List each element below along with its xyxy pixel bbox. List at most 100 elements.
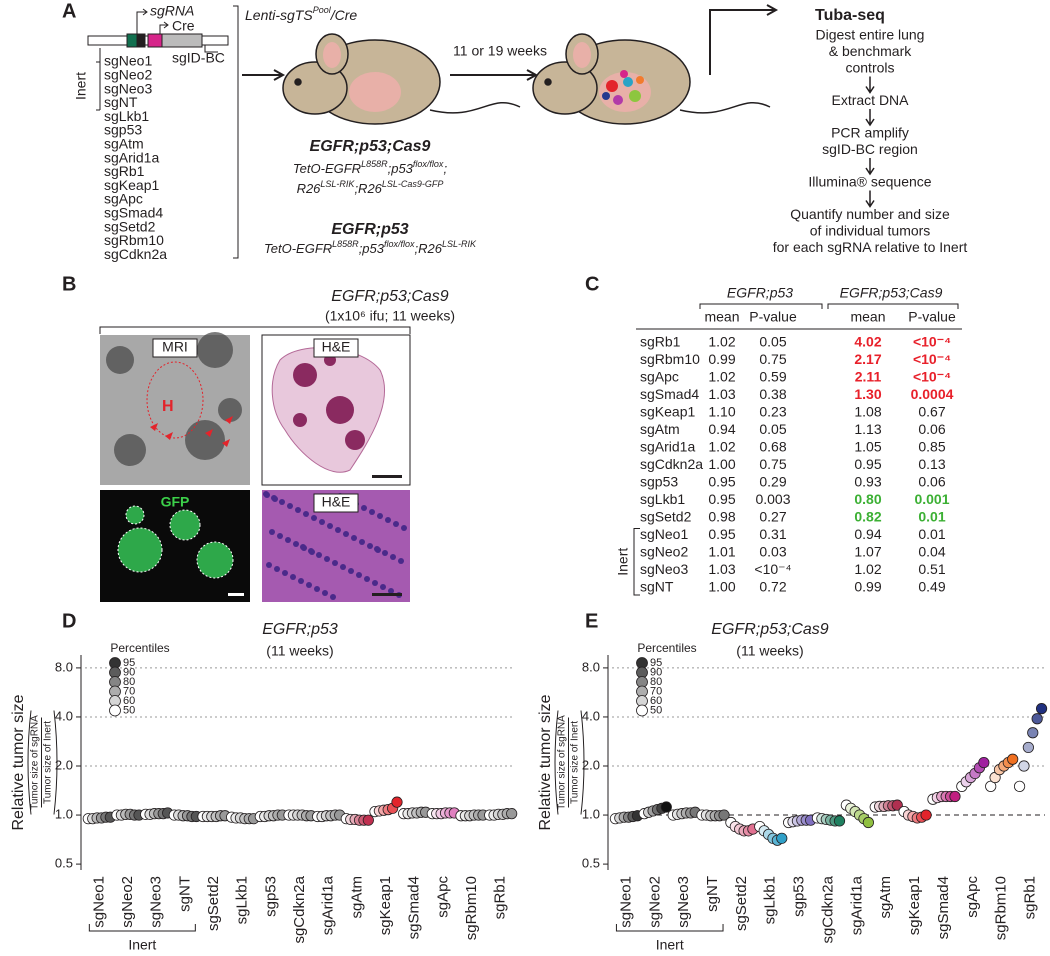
percentile-dot — [506, 808, 518, 820]
image-label: H&E — [322, 339, 351, 355]
nucleus — [372, 580, 378, 586]
table-cell: 0.29 — [759, 474, 786, 490]
percentile-dot — [1007, 753, 1019, 765]
group-header: EGFR;p53 — [727, 285, 793, 301]
panel-label: A — [62, 0, 76, 22]
table-cell: 0.23 — [759, 404, 786, 420]
y-tick-label: 1.0 — [582, 806, 600, 821]
bracket — [233, 5, 239, 259]
vector-diagram — [87, 8, 229, 53]
tumor — [345, 430, 365, 450]
y-axis-label: Relative tumor size — [537, 694, 554, 830]
table-cell: 0.95 — [708, 526, 735, 542]
text-part: ;p53 — [388, 161, 414, 176]
tumor — [293, 363, 317, 387]
x-tick-label: sgArid1a — [848, 875, 865, 935]
step-text: Extract DNA — [831, 92, 909, 108]
legend-marker — [636, 704, 648, 717]
panel-subtitle: (1x10⁶ ifu; 11 weeks) — [325, 308, 455, 324]
nucleus — [356, 572, 362, 578]
image-label-box — [313, 493, 359, 513]
nucleus — [385, 517, 391, 523]
y-tick-label: 1.0 — [55, 806, 73, 821]
sgrna-name: sgNeo2 — [104, 67, 152, 83]
chart-subtitle: (11 weeks) — [736, 643, 803, 659]
x-tick-label: sgCdkn2a — [819, 875, 836, 943]
nucleus — [293, 541, 299, 547]
arrow — [865, 109, 875, 127]
table-cell: <10⁻⁴ — [754, 561, 791, 577]
table-cell: 2.17 — [854, 351, 881, 367]
y-tick-label: 8.0 — [582, 659, 600, 674]
x-tick-label: sgApc — [434, 876, 451, 918]
nucleus — [269, 529, 275, 535]
panel-label: C — [585, 273, 599, 295]
legend-title: Percentiles — [110, 641, 169, 655]
sgrna-name: sgNeo3 — [104, 80, 152, 96]
nucleus — [348, 568, 354, 574]
x-tick-label: sgAtm — [877, 876, 894, 919]
nucleus — [332, 560, 338, 566]
text-part: ; — [443, 161, 447, 176]
table-cell: 1.03 — [708, 386, 735, 402]
nucleus — [398, 558, 404, 564]
y-tick-label: 8.0 — [55, 659, 73, 674]
percentile-dot — [978, 756, 990, 769]
arrow — [450, 69, 539, 81]
superscript: LSL-Cas9-GFP — [382, 179, 444, 189]
x-tick-label: sgNT — [176, 876, 193, 912]
inert-bracket — [88, 924, 196, 932]
table-cell: 0.93 — [854, 474, 881, 490]
step-text: Quantify number and size — [790, 206, 950, 222]
table-cell: 0.85 — [918, 439, 945, 455]
table-cell: sgRb1 — [640, 334, 681, 350]
text-line: TetO-EGFRL858R;p53flox/flox;R26LSL-RIK — [264, 239, 477, 256]
table-cell: sgNeo1 — [640, 526, 688, 542]
nucleus — [301, 545, 307, 551]
percentile-dot — [891, 799, 903, 811]
table-cell: sgSetd2 — [640, 509, 692, 525]
table-cell: 2.11 — [855, 369, 882, 385]
image-label: H&E — [322, 494, 351, 510]
table-cell: 0.51 — [918, 561, 945, 577]
step-text: controls — [845, 60, 894, 76]
x-tick-label: sgRb1 — [1022, 876, 1039, 919]
inert-bracket — [633, 528, 640, 596]
column-header: mean — [704, 309, 739, 325]
table-cell: 0.98 — [708, 509, 735, 525]
nucleus — [266, 562, 272, 568]
y-tick-label: 0.5 — [55, 856, 73, 871]
legend-label: 60 — [123, 695, 135, 707]
sgrna-name: sgCdkn2a — [104, 246, 167, 262]
nucleus — [390, 554, 396, 560]
chart-title: EGFR;p53 — [262, 621, 338, 638]
arrow — [242, 69, 286, 81]
table-cell: 0.95 — [708, 491, 735, 507]
percentile-dot — [1013, 780, 1026, 792]
nucleus — [277, 533, 283, 539]
table-cell: <10⁻⁴ — [913, 369, 951, 385]
table-cell: 4.02 — [854, 334, 881, 350]
y-axis-fraction: Tumor size of Inert — [570, 721, 581, 804]
step-text: Illumina® sequence — [808, 174, 931, 190]
table-cell: 0.59 — [759, 369, 786, 385]
sgrna-name: sgSetd2 — [104, 218, 156, 234]
nucleus — [298, 578, 304, 584]
table-cell: 0.06 — [918, 474, 945, 490]
superscript: flox/flox — [413, 159, 444, 169]
legend-label: 95 — [123, 657, 135, 669]
chart-title: EGFR;p53;Cas9 — [711, 621, 828, 638]
percentile-dot — [362, 814, 374, 826]
x-tick-label: sgRbm10 — [993, 876, 1010, 940]
vector-label: Cre — [172, 18, 195, 34]
nucleus — [343, 531, 349, 537]
legend-label: 90 — [123, 666, 135, 678]
table-cell: 0.05 — [759, 334, 786, 350]
nucleus — [375, 547, 381, 553]
table-cell: 0.03 — [759, 544, 786, 560]
table-cell: 1.30 — [854, 386, 881, 402]
nucleus — [279, 499, 285, 505]
table-cell: sgSmad4 — [640, 386, 699, 402]
table-cell: 0.72 — [759, 579, 786, 595]
